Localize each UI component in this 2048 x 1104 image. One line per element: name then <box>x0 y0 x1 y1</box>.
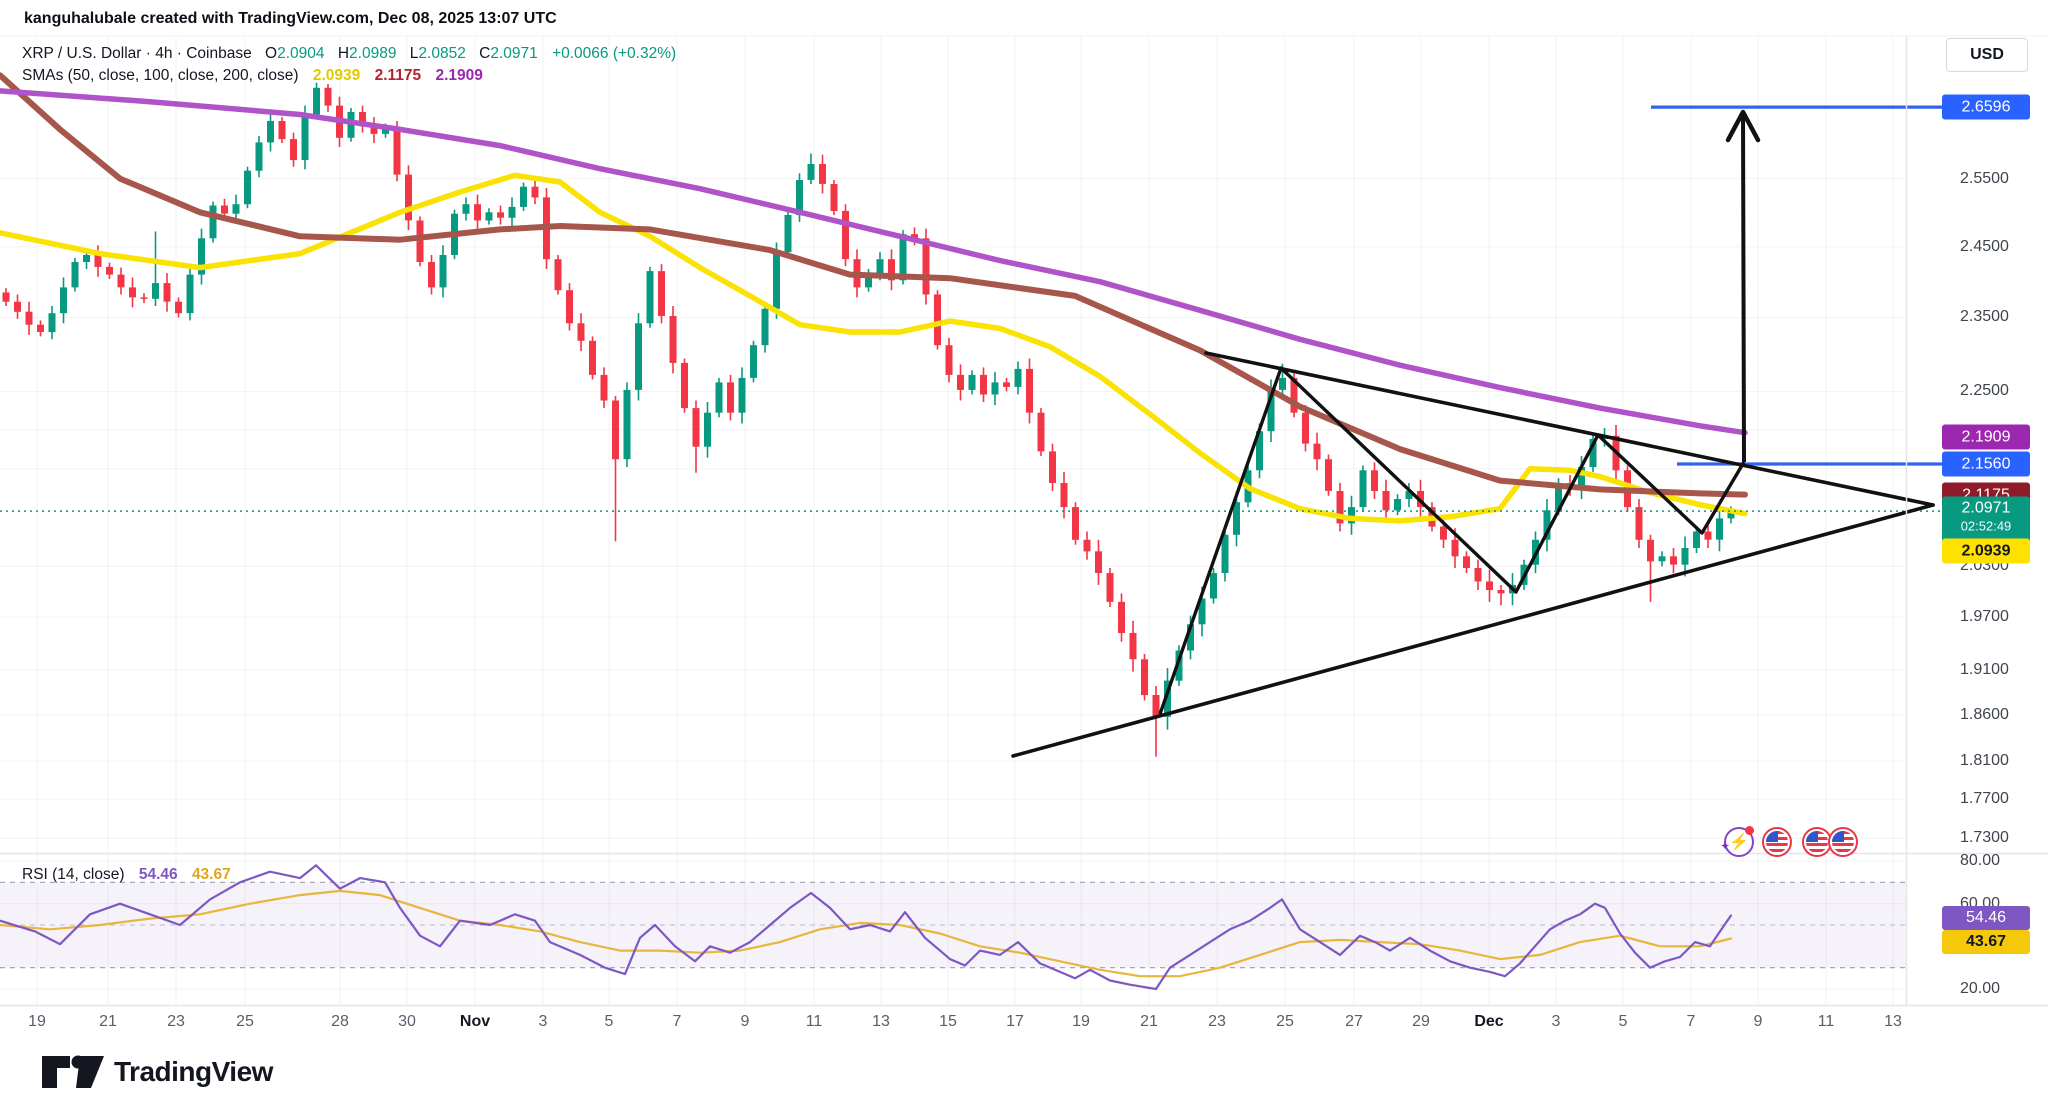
rsi-series <box>0 864 1733 991</box>
rsi-ma-value: 43.67 <box>191 866 231 883</box>
sparkle-icon: ✦ <box>1720 839 1731 853</box>
symbol-title[interactable]: XRP / U.S. Dollar · 4h · Coinbase <box>22 45 252 62</box>
high-value: 2.0989 <box>349 45 397 62</box>
symbol-legend[interactable]: XRP / U.S. Dollar · 4h · Coinbase O2.090… <box>22 45 676 63</box>
notification-dot <box>1745 826 1754 835</box>
rsi-legend[interactable]: RSI (14, close) 54.46 43.67 <box>22 866 231 884</box>
rsi-value: 54.46 <box>138 866 178 883</box>
rsi-title[interactable]: RSI (14, close) <box>22 866 125 883</box>
open-value: 2.0904 <box>277 45 325 62</box>
tradingview-logo[interactable]: TradingView <box>40 1050 273 1094</box>
attribution-text: kanguhalubale created with TradingView.c… <box>24 10 557 27</box>
tradingview-logo-mark <box>42 1055 104 1088</box>
sma-legend[interactable]: SMAs (50, close, 100, close, 200, close)… <box>22 67 483 85</box>
us-economic-event-icon[interactable] <box>1762 827 1792 857</box>
ai-flash-event-icon[interactable]: ⚡ ✦ <box>1720 826 1754 857</box>
low-label: L <box>409 45 419 62</box>
currency-toggle-button[interactable]: USD <box>1946 38 2028 72</box>
tradingview-logo-text: TradingView <box>114 1056 273 1087</box>
sma50-value: 2.0939 <box>312 67 361 84</box>
us-flag-icon <box>1766 831 1788 853</box>
breakout-arrow-drawing <box>1725 109 1761 463</box>
us-economic-event-icon[interactable] <box>1802 827 1832 857</box>
close-value: 2.0971 <box>490 45 538 62</box>
sma-title[interactable]: SMAs (50, close, 100, close, 200, close) <box>22 67 299 84</box>
sma100-value: 2.1175 <box>374 67 422 84</box>
open-label: O <box>265 45 278 62</box>
low-value: 2.0852 <box>418 45 466 62</box>
change-value: +0.0066 (+0.32%) <box>552 45 677 62</box>
us-flag-icon <box>1832 831 1854 853</box>
us-economic-event-icon[interactable] <box>1828 827 1858 857</box>
us-flag-icon <box>1806 831 1828 853</box>
sma200-value: 2.1909 <box>435 67 483 84</box>
close-label: C <box>479 45 491 62</box>
triangle-pattern-drawing <box>1011 351 1935 758</box>
event-icons-row: ⚡ ✦ <box>1712 825 1872 861</box>
candlestick-series <box>2 82 1735 757</box>
high-label: H <box>337 45 350 62</box>
